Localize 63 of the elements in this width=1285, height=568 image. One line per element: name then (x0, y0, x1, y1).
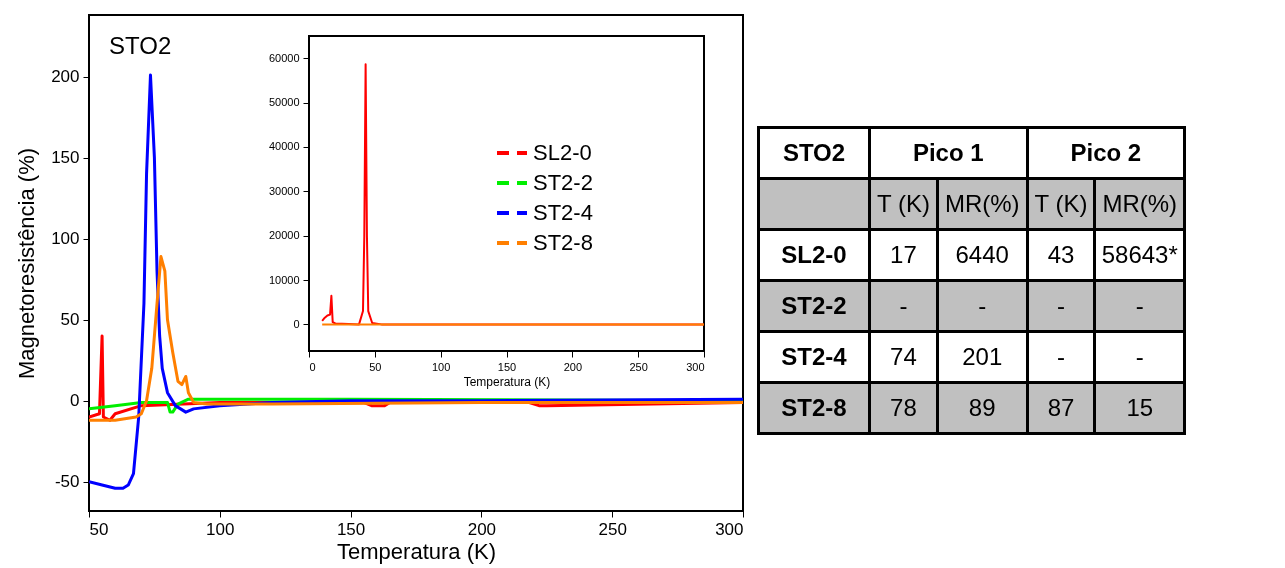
category-label: SL2-0 (781, 241, 847, 268)
legend-label: SL2-0 (533, 140, 592, 165)
text: 201 (962, 343, 1003, 370)
y-tick-label: 0 (293, 317, 300, 330)
category-label: T (K) (1027, 178, 1095, 230)
text: 17 (890, 241, 917, 268)
x-tick-label: 50 (369, 360, 382, 373)
y-tick-label: 100 (51, 229, 80, 249)
line-series (89, 73, 743, 490)
y-tick-label: 50000 (268, 96, 300, 109)
text: - (1056, 292, 1065, 319)
legend-label: ST2-8 (533, 230, 593, 255)
y-tick-label: 20000 (268, 229, 300, 242)
x-axis-title: Temperatura (K) (463, 374, 551, 389)
text: - (978, 292, 987, 319)
text: - (1135, 343, 1144, 370)
x-axis-title: Temperatura (K) (337, 538, 496, 564)
y-tick-label: 60000 (268, 51, 300, 64)
y-tick-label: 10000 (268, 273, 300, 286)
legend-label: ST2-4 (533, 200, 593, 225)
legend-label: ST2-2 (533, 170, 593, 195)
y-tick-label: 150 (51, 148, 80, 168)
text: 78 (890, 394, 917, 421)
y-tick-label: 50 (60, 310, 80, 330)
x-tick-label: 150 (336, 519, 366, 539)
text: - (899, 292, 908, 319)
y-tick-label: 200 (51, 67, 80, 87)
line-series (89, 255, 743, 422)
x-tick-label: 150 (497, 360, 517, 373)
x-tick-label: 250 (598, 519, 627, 539)
y-tick-label: 0 (70, 391, 80, 411)
y-tick-label: 30000 (268, 184, 300, 197)
y-tick-label: 40000 (268, 140, 300, 153)
annotation: STO2 (109, 32, 172, 59)
x-tick-label: 0 (309, 360, 316, 373)
text: - (1135, 292, 1144, 319)
text: Pico 2 (1027, 127, 1185, 179)
category-label: ST2-4 (781, 343, 847, 370)
x-tick-label: 300 (686, 360, 705, 373)
text: 58643* (1101, 241, 1178, 268)
category-label: ST2-8 (781, 394, 847, 421)
text: 43 (1047, 241, 1075, 268)
text: STO2 (758, 127, 870, 179)
text: - (1056, 343, 1065, 370)
text: 89 (968, 394, 996, 421)
category-label: MR(%) (937, 178, 1028, 230)
x-tick-label: 300 (715, 519, 744, 539)
category-label: MR(%) (1094, 178, 1185, 230)
x-tick-label: 200 (563, 360, 583, 373)
y-axis-title: Magnetoresistência (%) (14, 147, 40, 380)
category-label: ST2-2 (781, 292, 847, 319)
x-tick-label: 50 (89, 519, 109, 539)
x-tick-label: 100 (431, 360, 451, 373)
category-label: T (K) (869, 178, 938, 230)
y-tick-label: -50 (54, 472, 80, 492)
text: 6440 (955, 241, 1009, 268)
text: 15 (1126, 394, 1154, 421)
x-tick-label: 100 (206, 519, 235, 539)
text: Pico 1 (869, 127, 1028, 179)
x-tick-label: 250 (629, 360, 648, 373)
x-tick-label: 200 (467, 519, 497, 539)
text: 74 (890, 343, 917, 370)
text: 87 (1047, 394, 1075, 421)
